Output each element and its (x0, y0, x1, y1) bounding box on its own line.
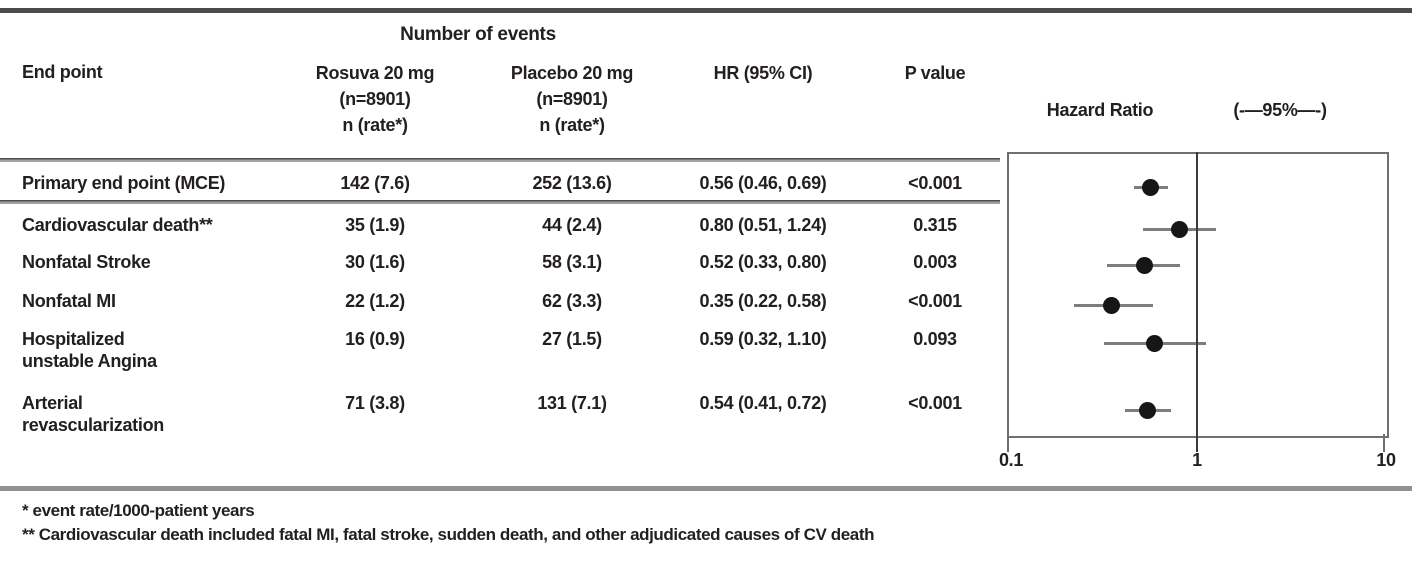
placebo-header-line2: (n=8901) (536, 89, 608, 109)
hr-ci-cell: 0.35 (0.22, 0.58) (699, 291, 827, 311)
rosuva-events-cell: 71 (3.8) (345, 393, 405, 413)
rosuva-events-cell: 142 (7.6) (340, 173, 410, 193)
hr-ci-cell: 0.56 (0.46, 0.69) (699, 173, 827, 193)
rosuva-column-header: Rosuva 20 mg (n=8901) n (rate*) (265, 60, 485, 138)
axis-label-10: 10 (1376, 450, 1396, 470)
p-value-cell: <0.001 (908, 393, 962, 413)
rosuva-events-cell: 16 (0.9) (345, 329, 405, 349)
rosuva-events-cell: 35 (1.9) (345, 215, 405, 235)
axis-tick-10 (1383, 434, 1385, 452)
ci-95-label: (-—95%—-) (1233, 100, 1327, 120)
placebo-events-cell: 131 (7.1) (537, 393, 607, 413)
hr-ci-cell: 0.52 (0.33, 0.80) (699, 252, 827, 272)
hr-marker (1171, 220, 1189, 238)
hr-column-header: HR (95% CI) (713, 63, 813, 83)
rosuva-header-line3: n (rate*) (342, 115, 408, 135)
placebo-events-cell: 62 (3.3) (542, 291, 602, 311)
placebo-column-header: Placebo 20 mg (n=8901) n (rate*) (462, 60, 682, 138)
footnote-separator-rule (0, 486, 1412, 491)
p-value-cell: 0.003 (913, 252, 957, 272)
top-rule (0, 8, 1412, 13)
endpoint-label: Cardiovascular death** (22, 215, 213, 235)
placebo-header-line3: n (rate*) (539, 115, 605, 135)
axis-tick-0-1 (1007, 434, 1009, 452)
footnote-event-rate: * event rate/1000-patient years (22, 501, 255, 520)
endpoint-label: Nonfatal Stroke (22, 252, 151, 272)
endpoint-label: Primary end point (MCE) (22, 173, 226, 193)
placebo-events-cell: 27 (1.5) (542, 329, 602, 349)
reference-line-hr1 (1196, 152, 1198, 452)
hr-marker (1146, 334, 1164, 352)
hazard-ratio-title: Hazard Ratio (1046, 100, 1154, 120)
header-separator-rule (0, 158, 1000, 162)
hr-marker (1141, 178, 1159, 196)
p-value-column-header: P value (904, 63, 966, 83)
group-header: Number of events (400, 24, 556, 45)
rosuva-header-line2: (n=8901) (339, 89, 411, 109)
placebo-header-line1: Placebo 20 mg (510, 63, 634, 83)
hr-marker (1103, 296, 1121, 314)
endpoint-column-header: End point (22, 62, 103, 82)
p-value-cell: 0.315 (913, 215, 957, 235)
rosuva-header-line1: Rosuva 20 mg (315, 63, 435, 83)
axis-label-1: 1 (1192, 450, 1202, 470)
hr-ci-cell: 0.54 (0.41, 0.72) (699, 393, 827, 413)
placebo-events-cell: 58 (3.1) (542, 252, 602, 272)
endpoint-label: Hospitalized unstable Angina (22, 329, 157, 371)
footnote-cv-death: ** Cardiovascular death included fatal M… (22, 525, 875, 544)
p-value-cell: 0.093 (913, 329, 957, 349)
endpoint-label: Arterial revascularization (22, 393, 164, 435)
hr-marker (1135, 256, 1153, 274)
placebo-events-cell: 44 (2.4) (542, 215, 602, 235)
endpoint-label: Nonfatal MI (22, 291, 116, 311)
p-value-cell: <0.001 (908, 291, 962, 311)
axis-label-0-1: 0.1 (998, 450, 1024, 470)
forest-plot-box (1007, 152, 1389, 438)
hr-ci-cell: 0.80 (0.51, 1.24) (699, 215, 827, 235)
primary-row-separator-rule (0, 200, 1000, 204)
p-value-cell: <0.001 (908, 173, 962, 193)
hr-ci-cell: 0.59 (0.32, 1.10) (699, 329, 827, 349)
rosuva-events-cell: 22 (1.2) (345, 291, 405, 311)
hr-marker (1138, 401, 1156, 419)
placebo-events-cell: 252 (13.6) (532, 173, 612, 193)
rosuva-events-cell: 30 (1.6) (345, 252, 405, 272)
